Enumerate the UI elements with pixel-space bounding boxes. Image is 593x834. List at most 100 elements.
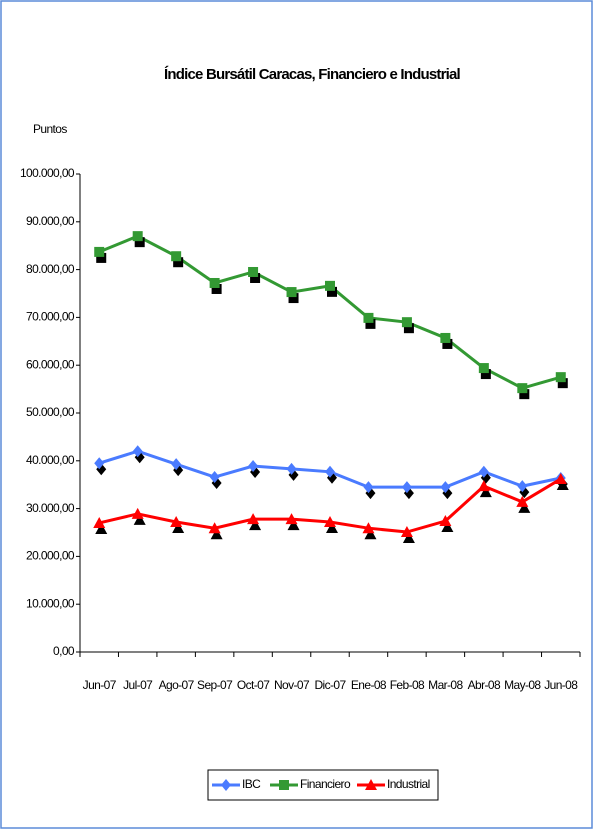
marker-point xyxy=(286,462,297,475)
marker-point xyxy=(248,460,259,473)
marker xyxy=(478,363,491,380)
marker-point xyxy=(325,280,335,291)
marker-point xyxy=(325,465,335,478)
marker-shadow xyxy=(442,338,453,349)
marker-point xyxy=(209,471,220,484)
marker xyxy=(325,280,337,297)
marker-point xyxy=(363,481,374,494)
marker-point xyxy=(400,526,413,538)
x-tick-label: May-08 xyxy=(504,678,541,692)
marker-point xyxy=(324,515,336,527)
marker-shadow xyxy=(327,286,337,297)
marker xyxy=(286,462,299,481)
marker-shadow xyxy=(556,478,569,490)
y-tick-label: 20.000,00 xyxy=(26,549,75,563)
marker xyxy=(516,495,531,513)
y-tick-label: 50.000,00 xyxy=(26,405,75,419)
marker-point xyxy=(516,495,529,507)
marker-shadow xyxy=(249,519,262,531)
marker-shadow xyxy=(250,272,261,283)
marker-point xyxy=(478,363,489,374)
y-tick-label: 0,00 xyxy=(53,644,75,658)
x-tick-label: Jun-08 xyxy=(544,678,578,692)
marker-shadow xyxy=(403,323,414,334)
marker xyxy=(362,522,377,540)
marker xyxy=(400,526,415,544)
marker-shadow xyxy=(479,486,492,498)
marker-point xyxy=(208,522,221,534)
chart-title: Índice Bursátil Caracas, Financiero e In… xyxy=(164,66,461,83)
marker xyxy=(208,522,223,540)
marker xyxy=(440,332,453,349)
x-tick-label: Jun-07 xyxy=(83,678,117,692)
marker-point xyxy=(286,287,297,298)
marker xyxy=(439,515,454,533)
marker xyxy=(131,507,146,525)
legend-label: IBC xyxy=(242,777,261,791)
y-tick-label: 30.000,00 xyxy=(26,501,75,515)
marker-shadow xyxy=(95,522,108,534)
marker-point xyxy=(477,480,490,492)
marker-shadow xyxy=(172,521,185,533)
x-tick-label: Nov-07 xyxy=(274,678,310,692)
marker-shadow xyxy=(518,501,531,513)
marker xyxy=(555,372,568,389)
marker xyxy=(285,513,300,531)
marker-point xyxy=(209,277,220,288)
marker xyxy=(324,515,338,533)
marker-shadow xyxy=(441,521,454,533)
marker-shadow xyxy=(96,252,107,263)
marker-point xyxy=(401,481,412,494)
y-tick-label: 10.000,00 xyxy=(26,596,75,610)
marker-shadow xyxy=(480,369,491,380)
marker xyxy=(363,312,376,329)
marker-shadow xyxy=(133,513,146,525)
y-axis-label: Puntos xyxy=(33,122,67,136)
marker xyxy=(132,231,145,248)
legend-marker xyxy=(279,780,289,790)
x-tick-label: Oct-07 xyxy=(237,678,270,692)
x-tick-label: Abr-08 xyxy=(468,678,501,692)
y-tick-label: 70.000,00 xyxy=(26,310,75,324)
marker-shadow xyxy=(402,532,415,544)
marker xyxy=(248,266,261,283)
marker xyxy=(517,383,530,400)
marker-point xyxy=(248,266,259,277)
marker-shadow xyxy=(134,237,145,248)
marker-point xyxy=(517,383,528,394)
marker xyxy=(401,481,414,500)
marker xyxy=(171,458,184,477)
marker xyxy=(325,465,337,484)
marker-point xyxy=(440,481,451,494)
x-tick-label: Feb-08 xyxy=(390,678,425,692)
marker-point xyxy=(131,507,144,519)
legend-box xyxy=(207,769,439,801)
marker-point xyxy=(171,458,182,471)
y-tick-label: 80.000,00 xyxy=(26,262,75,276)
marker-point xyxy=(554,472,567,484)
marker-point xyxy=(439,515,452,527)
x-tick-label: Ago-07 xyxy=(159,678,195,692)
marker-point xyxy=(247,513,260,525)
marker xyxy=(286,287,299,304)
marker xyxy=(171,251,184,268)
marker xyxy=(517,480,530,499)
marker-point xyxy=(517,480,528,493)
marker-shadow xyxy=(288,293,299,304)
marker xyxy=(94,246,107,263)
marker-point xyxy=(478,465,489,478)
marker xyxy=(478,465,491,484)
marker xyxy=(248,460,261,479)
x-tick-label: Dic-07 xyxy=(314,678,346,692)
marker-point xyxy=(93,516,106,528)
legend-label: Financiero xyxy=(300,777,351,791)
marker xyxy=(132,445,145,464)
marker-shadow xyxy=(557,378,568,389)
marker-shadow xyxy=(211,283,222,294)
marker xyxy=(247,513,262,531)
x-tick-label: Ene-08 xyxy=(351,678,387,692)
marker-point xyxy=(132,231,143,242)
